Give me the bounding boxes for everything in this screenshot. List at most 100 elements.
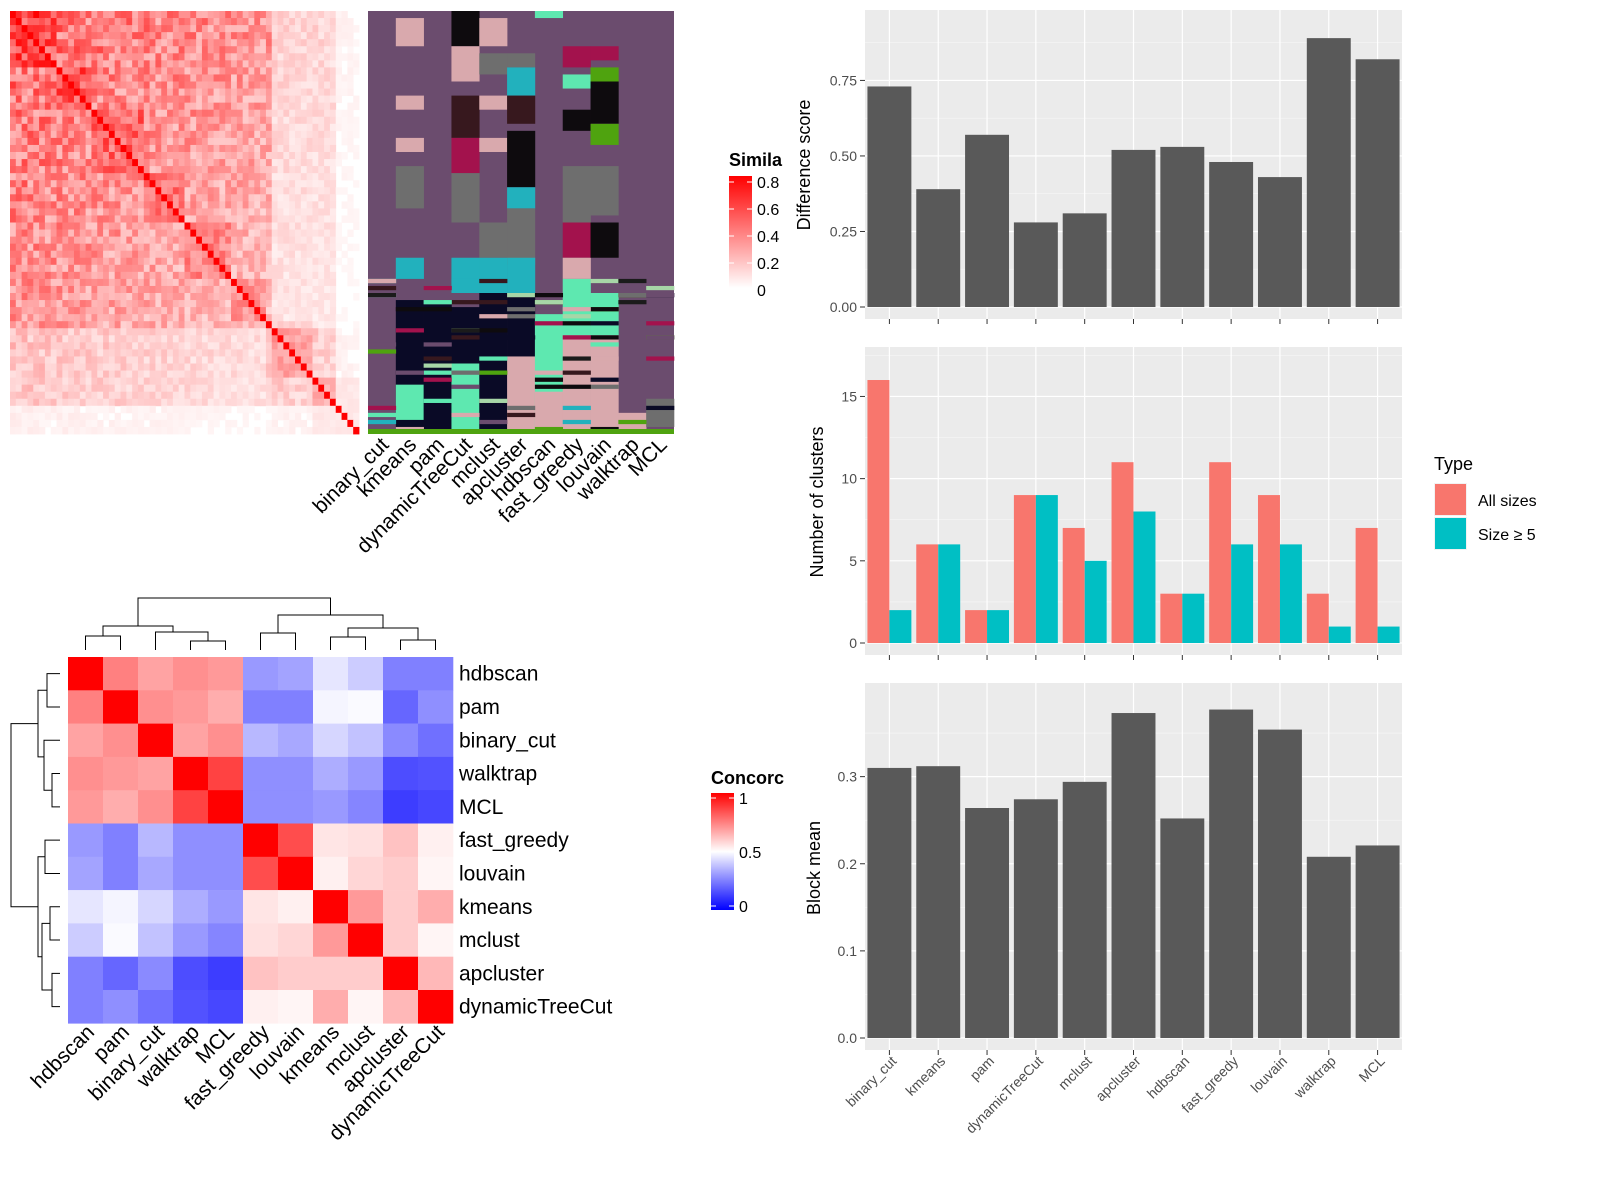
similarity-cell — [97, 236, 104, 245]
similarity-cell — [283, 60, 290, 68]
concordance-cell — [418, 690, 454, 724]
similarity-cell — [143, 123, 150, 132]
concordance-cell — [243, 956, 279, 991]
similarity-cell — [318, 53, 325, 61]
similarity-cell — [27, 419, 34, 428]
similarity-cell — [108, 285, 116, 294]
similarity-cell — [190, 222, 197, 230]
y-tick-label: 0.00 — [830, 299, 857, 315]
similarity-cell — [161, 222, 168, 230]
similarity-cell — [213, 236, 220, 245]
similarity-cell — [242, 236, 249, 245]
similarity-cell — [265, 293, 273, 301]
similarity-cell — [97, 18, 104, 26]
similarity-cell — [260, 314, 267, 322]
similarity-cell — [283, 307, 290, 315]
similarity-cell — [108, 271, 116, 280]
similarity-cell — [97, 426, 104, 435]
similarity-cell — [242, 300, 249, 308]
similarity-cell — [39, 39, 46, 47]
similarity-cell — [329, 391, 337, 400]
similarity-cell — [44, 116, 52, 125]
similarity-cell — [56, 201, 63, 209]
similarity-cell — [225, 405, 232, 414]
concordance-cell — [383, 956, 419, 991]
similarity-cell — [271, 243, 278, 252]
similarity-cell — [21, 384, 28, 393]
similarity-cell — [242, 74, 249, 82]
similarity-cell — [15, 187, 23, 195]
similarity-cell — [85, 419, 92, 428]
similarity-cell — [329, 159, 337, 167]
similarity-cell — [68, 32, 75, 40]
similarity-cell — [68, 285, 75, 294]
similarity-cell — [312, 81, 319, 89]
similarity-cell — [126, 278, 133, 287]
similarity-cell — [126, 363, 133, 371]
similarity-cell — [178, 32, 185, 40]
similarity-cell — [161, 398, 168, 407]
similarity-cell — [56, 88, 63, 96]
similarity-cell — [190, 144, 197, 153]
similarity-cell — [68, 271, 75, 280]
similarity-cell — [161, 229, 168, 237]
similarity-cell — [120, 377, 127, 386]
concordance-legend-title: Concorc — [711, 768, 784, 788]
similarity-cell — [85, 32, 92, 40]
similarity-cell — [207, 363, 214, 371]
similarity-cell — [62, 314, 69, 322]
similarity-cell — [341, 53, 348, 61]
similarity-cell — [73, 356, 81, 364]
annotation-cell — [423, 356, 452, 361]
similarity-cell — [103, 285, 110, 294]
similarity-cell — [85, 159, 92, 167]
similarity-cell — [260, 88, 267, 96]
similarity-cell — [68, 250, 75, 259]
similarity-cell — [21, 285, 28, 294]
similarity-cell — [324, 102, 331, 111]
annotation-cell — [562, 257, 591, 279]
similarity-cell — [242, 32, 249, 40]
similarity-cell — [178, 328, 185, 336]
similarity-cell — [289, 377, 296, 386]
similarity-cell — [207, 278, 214, 287]
similarity-cell — [236, 187, 244, 195]
similarity-cell — [318, 398, 325, 407]
similarity-cell — [231, 250, 238, 259]
similarity-cell — [289, 144, 296, 153]
similarity-cell — [68, 363, 75, 371]
similarity-cell — [178, 208, 185, 216]
similarity-cell — [91, 173, 98, 181]
similarity-cell — [213, 278, 220, 287]
similarity-cell — [260, 74, 267, 82]
similarity-cell — [126, 180, 133, 188]
similarity-cell — [225, 229, 232, 237]
similarity-cell — [312, 405, 319, 414]
similarity-cell — [44, 412, 52, 421]
similarity-cell — [73, 137, 81, 146]
similarity-cell — [79, 67, 87, 75]
similarity-cell — [161, 60, 168, 68]
similarity-cell — [114, 74, 121, 82]
similarity-cell — [196, 398, 203, 407]
similarity-cell — [39, 264, 46, 273]
similarity-cell — [120, 370, 127, 378]
similarity-cell — [236, 74, 244, 82]
similarity-cell — [167, 243, 174, 252]
similarity-cell — [149, 335, 156, 343]
similarity-cell — [132, 264, 139, 273]
similarity-cell — [114, 159, 121, 167]
similarity-cell — [132, 81, 139, 89]
similarity-cell — [329, 123, 337, 132]
x-tick-label: hdbscan — [1144, 1053, 1193, 1102]
similarity-cell — [126, 130, 133, 139]
similarity-cell — [56, 278, 63, 287]
concordance-cell — [243, 890, 279, 924]
similarity-cell — [260, 384, 267, 393]
similarity-cell — [161, 144, 168, 153]
similarity-cell — [15, 370, 23, 378]
similarity-cell — [184, 81, 191, 89]
similarity-cell — [39, 328, 46, 336]
similarity-cell — [27, 130, 34, 139]
similarity-cell — [85, 180, 92, 188]
